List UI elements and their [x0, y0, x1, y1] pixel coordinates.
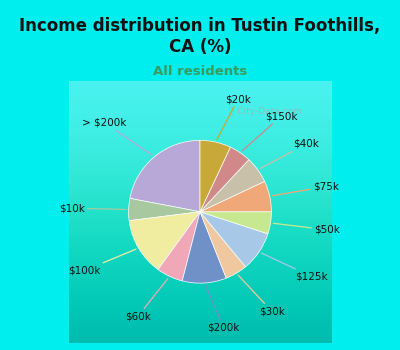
Text: $200k: $200k — [206, 286, 240, 332]
Wedge shape — [182, 212, 226, 283]
Wedge shape — [200, 140, 230, 212]
Text: $10k: $10k — [59, 203, 126, 213]
Text: $75k: $75k — [272, 182, 339, 196]
Wedge shape — [200, 181, 271, 212]
Wedge shape — [200, 160, 265, 212]
Text: $40k: $40k — [260, 139, 319, 168]
Wedge shape — [200, 212, 268, 267]
Text: Income distribution in Tustin Foothills,
CA (%): Income distribution in Tustin Foothills,… — [19, 18, 381, 56]
Text: $30k: $30k — [238, 275, 285, 316]
Text: All residents: All residents — [153, 65, 247, 78]
Wedge shape — [158, 212, 200, 281]
Text: $150k: $150k — [242, 111, 298, 151]
Wedge shape — [129, 212, 200, 270]
Text: $60k: $60k — [125, 279, 168, 321]
Wedge shape — [200, 212, 271, 234]
Wedge shape — [200, 147, 249, 212]
Text: $125k: $125k — [262, 253, 328, 282]
Text: $100k: $100k — [68, 249, 136, 275]
Text: $20k: $20k — [217, 94, 251, 140]
Wedge shape — [129, 198, 200, 221]
Text: $50k: $50k — [273, 223, 340, 235]
Wedge shape — [200, 212, 246, 278]
Wedge shape — [130, 140, 200, 212]
Text: ⓘ City-Data.com: ⓘ City-Data.com — [229, 107, 302, 117]
Text: > $200k: > $200k — [82, 118, 152, 155]
